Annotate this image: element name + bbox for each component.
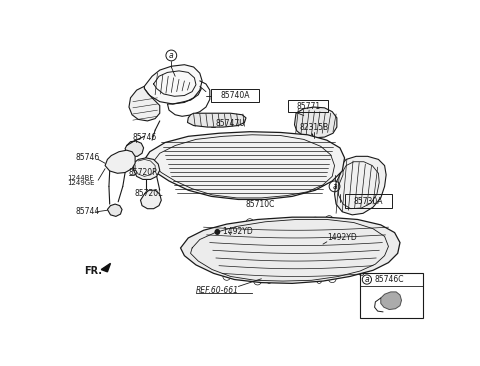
Text: 85771: 85771 [296, 102, 321, 111]
Text: 85747U: 85747U [215, 119, 245, 128]
Circle shape [312, 138, 316, 142]
Text: 82315B: 82315B [300, 123, 329, 132]
Polygon shape [108, 204, 122, 216]
Text: 85710C: 85710C [246, 199, 276, 209]
Text: REF.60-661: REF.60-661 [196, 286, 239, 295]
Polygon shape [381, 292, 402, 310]
Polygon shape [188, 113, 246, 127]
Text: 1492YD: 1492YD [327, 234, 357, 242]
Text: a: a [169, 51, 174, 60]
Text: 85746C: 85746C [374, 275, 404, 284]
Text: a: a [332, 182, 337, 191]
Polygon shape [133, 158, 160, 179]
Polygon shape [180, 217, 400, 283]
Polygon shape [141, 190, 161, 209]
Text: 1249GE: 1249GE [67, 180, 95, 186]
Text: 85744: 85744 [75, 207, 99, 216]
Bar [345, 194, 392, 208]
Text: 85720L: 85720L [134, 189, 163, 198]
Text: 85746: 85746 [133, 133, 157, 142]
Bar [288, 100, 328, 112]
Polygon shape [142, 132, 345, 199]
Polygon shape [144, 65, 202, 104]
Text: 85730A: 85730A [354, 197, 383, 205]
Text: FR.: FR. [84, 266, 102, 276]
Polygon shape [129, 86, 160, 121]
Bar [360, 273, 423, 318]
Polygon shape [105, 150, 135, 173]
Polygon shape [335, 156, 386, 215]
Text: 85740A: 85740A [220, 91, 250, 100]
Text: 1244BF: 1244BF [67, 175, 94, 181]
Text: ● 1492YD: ● 1492YD [214, 227, 252, 236]
Text: 85746: 85746 [75, 153, 99, 163]
Polygon shape [101, 264, 110, 272]
Polygon shape [125, 141, 144, 156]
Polygon shape [295, 107, 337, 138]
Text: 85720R: 85720R [129, 168, 158, 177]
Text: a: a [365, 275, 369, 284]
Bar [211, 89, 259, 102]
